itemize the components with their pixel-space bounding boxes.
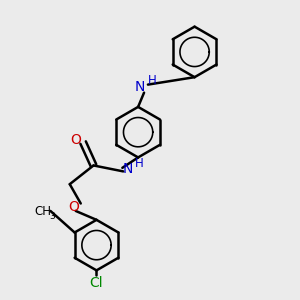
Text: O: O (70, 133, 81, 147)
Text: H: H (148, 74, 157, 87)
Text: O: O (68, 200, 79, 214)
Text: N: N (135, 80, 146, 94)
Text: H: H (135, 157, 143, 169)
Text: CH: CH (34, 205, 51, 218)
Text: 3: 3 (49, 212, 55, 221)
Text: Cl: Cl (90, 276, 103, 289)
Text: N: N (123, 162, 134, 176)
